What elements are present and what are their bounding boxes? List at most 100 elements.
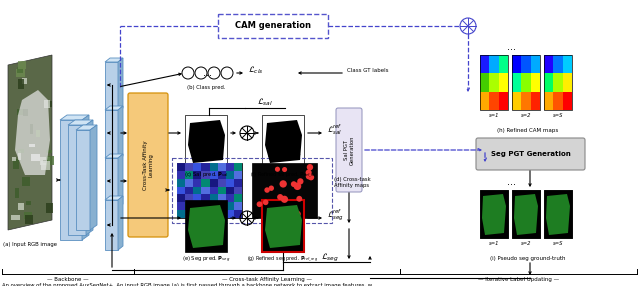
Circle shape xyxy=(277,194,284,200)
Bar xyxy=(12,157,16,161)
Bar xyxy=(177,210,185,218)
Bar xyxy=(172,158,332,223)
Circle shape xyxy=(281,196,288,203)
Text: (i) Pseudo seg ground-truth: (i) Pseudo seg ground-truth xyxy=(490,256,566,261)
FancyBboxPatch shape xyxy=(476,138,585,170)
Bar xyxy=(202,202,209,210)
Bar xyxy=(512,190,540,238)
Bar xyxy=(512,55,522,73)
Bar xyxy=(177,202,185,210)
Bar xyxy=(218,202,226,210)
Bar xyxy=(531,55,540,73)
Bar xyxy=(234,194,242,202)
Polygon shape xyxy=(86,120,93,235)
Bar xyxy=(185,194,193,202)
Text: $\mathcal{L}^{ref}_{sal}$: $\mathcal{L}^{ref}_{sal}$ xyxy=(327,122,342,138)
Bar xyxy=(209,179,218,186)
Bar xyxy=(522,73,531,92)
Bar xyxy=(193,210,202,218)
Polygon shape xyxy=(482,194,506,235)
Bar xyxy=(226,171,234,179)
Bar xyxy=(512,73,522,92)
Text: (c) Sal pred. $\mathbf{P}_{sal}$: (c) Sal pred. $\mathbf{P}_{sal}$ xyxy=(184,170,228,179)
Bar xyxy=(177,179,185,186)
Polygon shape xyxy=(265,205,302,248)
Bar xyxy=(41,161,50,170)
Bar xyxy=(19,149,24,153)
Polygon shape xyxy=(265,120,302,163)
Bar xyxy=(193,194,202,202)
Polygon shape xyxy=(105,58,123,62)
Bar xyxy=(490,92,499,110)
Bar xyxy=(17,109,24,115)
Bar xyxy=(544,190,572,238)
Bar xyxy=(499,73,508,92)
Circle shape xyxy=(257,201,262,207)
Text: Cross-Task Affinity
Learning: Cross-Task Affinity Learning xyxy=(143,140,154,190)
Bar xyxy=(554,92,563,110)
Text: — Cross-task Affinity Learning —: — Cross-task Affinity Learning — xyxy=(222,277,312,282)
Bar xyxy=(193,171,202,179)
Polygon shape xyxy=(546,194,570,235)
Bar xyxy=(24,212,33,219)
Bar xyxy=(480,92,490,110)
Circle shape xyxy=(291,181,297,187)
Text: ...: ... xyxy=(508,177,516,187)
Circle shape xyxy=(306,174,312,179)
Text: $\mathcal{L}_{seg}$: $\mathcal{L}_{seg}$ xyxy=(321,252,339,264)
Circle shape xyxy=(294,211,301,217)
Bar xyxy=(177,194,185,202)
Bar xyxy=(234,179,242,186)
Text: s=1: s=1 xyxy=(489,113,499,118)
Polygon shape xyxy=(60,115,89,120)
Bar xyxy=(522,92,531,110)
Bar xyxy=(262,115,304,167)
Circle shape xyxy=(297,178,303,184)
Bar xyxy=(19,79,24,89)
Bar xyxy=(185,171,193,179)
Bar xyxy=(40,157,49,164)
Bar xyxy=(480,190,508,238)
Bar xyxy=(544,55,572,110)
Bar xyxy=(177,171,185,179)
Circle shape xyxy=(264,187,270,193)
Polygon shape xyxy=(105,110,118,160)
Bar xyxy=(234,210,242,218)
Bar xyxy=(202,171,209,179)
Bar xyxy=(490,73,499,92)
Bar xyxy=(226,194,234,202)
Bar xyxy=(22,78,27,84)
Text: — Backbone —: — Backbone — xyxy=(47,277,89,282)
Bar xyxy=(544,73,554,92)
Bar xyxy=(185,202,193,210)
Bar xyxy=(177,163,185,171)
Bar xyxy=(234,171,242,179)
Text: — Iterative Label Updating —: — Iterative Label Updating — xyxy=(478,277,559,282)
Polygon shape xyxy=(8,55,52,230)
Bar xyxy=(252,163,317,218)
Bar xyxy=(45,203,53,212)
Bar xyxy=(46,150,51,153)
Bar xyxy=(17,61,26,69)
Bar xyxy=(512,55,540,110)
Bar xyxy=(531,92,540,110)
Bar xyxy=(11,215,20,220)
Bar xyxy=(24,215,33,224)
Circle shape xyxy=(305,170,312,176)
Bar xyxy=(531,73,540,92)
FancyBboxPatch shape xyxy=(128,93,168,237)
Text: (h) Refined CAM maps: (h) Refined CAM maps xyxy=(497,128,559,133)
Circle shape xyxy=(307,164,313,170)
Bar xyxy=(202,163,209,171)
FancyBboxPatch shape xyxy=(336,108,362,192)
Bar xyxy=(544,55,554,73)
Bar xyxy=(226,210,234,218)
Bar xyxy=(554,55,563,73)
Polygon shape xyxy=(68,120,93,125)
Text: (g) Refined seg pred. $\mathbf{P}_{ref\_seg}$: (g) Refined seg pred. $\mathbf{P}_{ref\_… xyxy=(248,255,319,265)
Circle shape xyxy=(308,174,314,180)
Bar xyxy=(512,190,540,238)
Bar xyxy=(218,179,226,186)
Bar xyxy=(226,179,234,186)
Bar xyxy=(480,55,508,110)
